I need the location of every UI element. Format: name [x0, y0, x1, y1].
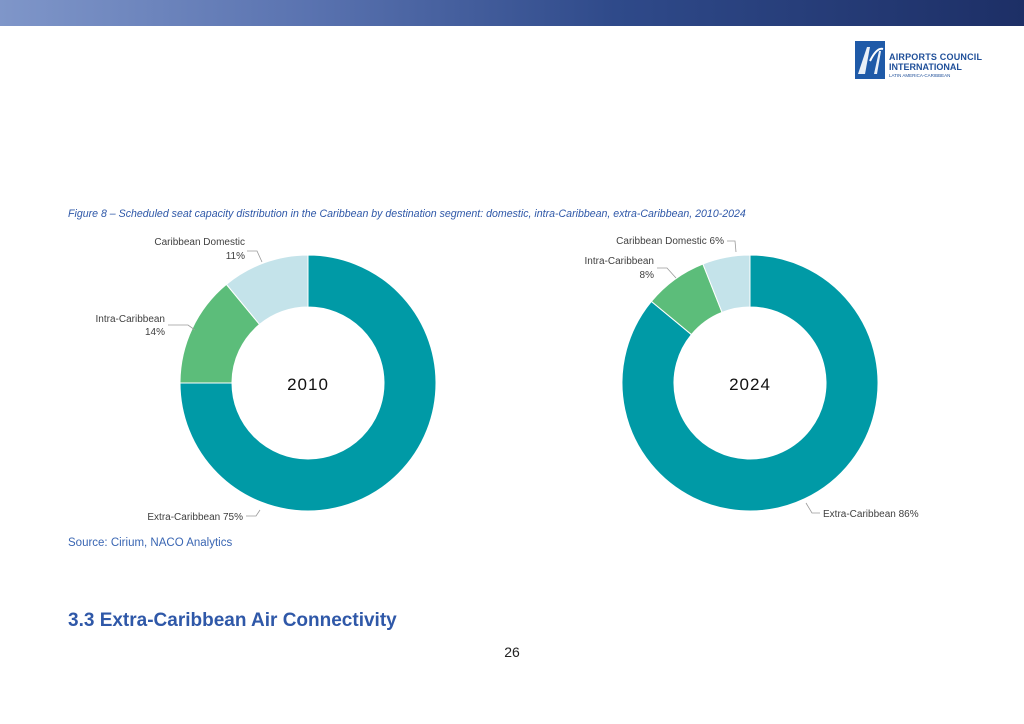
figure-caption: Figure 8 – Scheduled seat capacity distr… — [68, 208, 746, 220]
donut-center-label: 2024 — [729, 375, 771, 394]
leader-line — [727, 240, 737, 253]
slice-caribbean-domestic-2010 — [225, 254, 309, 326]
aci-logo: AIRPORTS COUNCIL INTERNATIONAL LATIN AME… — [855, 41, 982, 83]
donut-2010: 2010 Extra-Caribbean 75% Intra-Caribbean 14… — [96, 237, 437, 523]
header-band — [0, 0, 1024, 26]
slice-extra-caribbean-2010 — [179, 254, 437, 512]
leader-line — [247, 250, 263, 263]
aci-logo-text: AIRPORTS COUNCIL INTERNATIONAL LATIN AME… — [889, 52, 982, 79]
slice-label: Caribbean Domestic 6% — [616, 236, 724, 247]
slice-label: Intra-Caribbean — [96, 314, 165, 325]
donut-center-label: 2010 — [287, 375, 329, 394]
leader-line — [805, 502, 820, 514]
slice-extra-caribbean-2024 — [621, 254, 879, 512]
leader-line — [246, 509, 261, 517]
slice-label: Extra-Caribbean 75% — [147, 512, 243, 523]
slice-label: 11% — [226, 251, 245, 262]
slice-label: 8% — [640, 270, 655, 281]
slice-label: Extra-Caribbean 86% — [823, 509, 919, 520]
donut-2024: 2024 Extra-Caribbean 86% Intra-Caribbean 8%… — [585, 236, 919, 520]
slice-label: Intra-Caribbean — [585, 256, 654, 267]
slice-caribbean-domestic-2024 — [702, 254, 751, 313]
logo-line-3: LATIN AMERICA-CARIBBEAN — [889, 73, 951, 78]
logo-line-2: INTERNATIONAL — [889, 62, 962, 72]
slice-label: Caribbean Domestic — [154, 237, 245, 248]
leader-line — [168, 324, 196, 331]
section-heading: 3.3 Extra-Caribbean Air Connectivity — [68, 610, 397, 631]
slice-label: 14% — [145, 327, 165, 338]
logo-line-1: AIRPORTS COUNCIL — [889, 52, 983, 62]
page-number: 26 — [504, 644, 520, 660]
leader-line — [657, 267, 677, 279]
aci-logo-mark — [855, 41, 885, 79]
figure-source: Source: Cirium, NACO Analytics — [68, 537, 233, 549]
